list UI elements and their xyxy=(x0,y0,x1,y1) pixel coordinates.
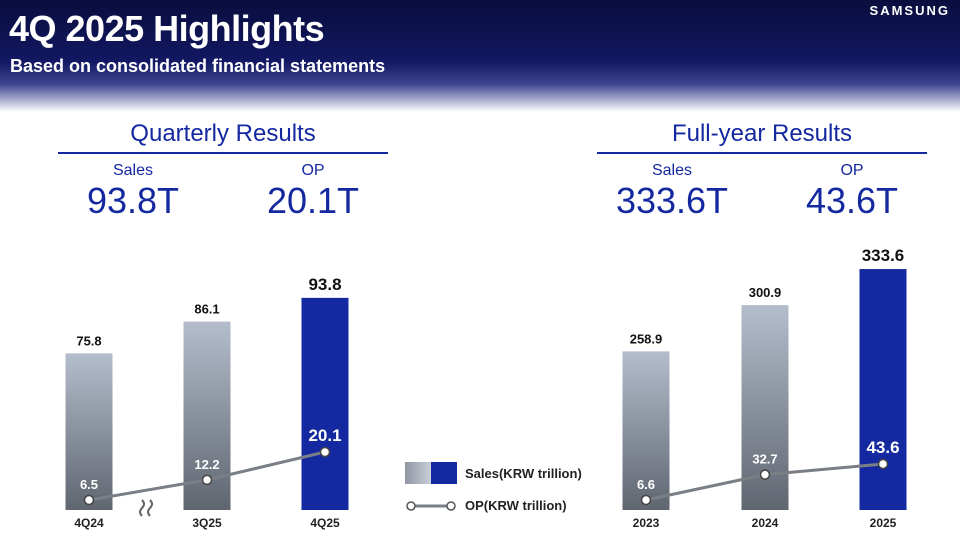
fullyear-sales-label-2025: 333.6 xyxy=(862,246,905,265)
fullyear-sales-bar-2025 xyxy=(859,269,907,510)
header-banner: 4Q 2025 Highlights Based on consolidated… xyxy=(0,0,960,112)
quarterly-op-point-3Q25 xyxy=(201,474,213,486)
legend-sales-gray-swatch xyxy=(405,462,431,484)
fullyear-op-point-2023 xyxy=(640,494,652,506)
legend-sales-label: Sales(KRW trillion) xyxy=(465,465,582,481)
legend-op-label: OP(KRW trillion) xyxy=(465,498,567,513)
fullyear-op-label-2023: 6.6 xyxy=(637,477,655,492)
fullyear-x-tick-2025: 2025 xyxy=(870,516,897,530)
quarterly-sales-label-4Q25: 93.8 xyxy=(308,275,341,294)
fullyear-sales-bar-2023 xyxy=(622,351,670,510)
fullyear-op-value: 43.6T xyxy=(805,180,899,221)
quarterly-title: Quarterly Results xyxy=(58,120,388,154)
fullyear-sales-label-2024: 300.9 xyxy=(749,285,782,300)
quarterly-op-label-3Q25: 12.2 xyxy=(194,457,219,472)
quarterly-op-line-segment-2 xyxy=(206,450,326,482)
fullyear-op-label-2025: 43.6 xyxy=(866,438,899,457)
fullyear-op-label: OP xyxy=(840,162,864,179)
quarterly-op-label: OP xyxy=(301,162,325,179)
quarterly-sales-bar-4Q24 xyxy=(65,353,113,510)
legend-op-line-icon xyxy=(406,500,456,511)
quarterly-x-tick-4Q24: 4Q24 xyxy=(74,516,104,530)
fullyear-panel: Full-year Results Sales 333.6T OP 43.6T xyxy=(597,120,927,244)
fullyear-x-tick-2023: 2023 xyxy=(633,516,660,530)
quarterly-sales-bar-4Q25 xyxy=(301,297,349,510)
fullyear-op-line-segment-2 xyxy=(764,462,884,477)
fullyear-op-point-2024 xyxy=(759,469,771,480)
quarterly-panel: Quarterly Results Sales 93.8T OP 20.1T xyxy=(58,120,388,244)
quarterly-x-tick-4Q25: 4Q25 xyxy=(310,516,340,530)
fullyear-sales-value: 333.6T xyxy=(615,180,729,221)
page-title: 4Q 2025 Highlights xyxy=(9,8,325,49)
fullyear-title: Full-year Results xyxy=(597,120,927,154)
fullyear-sales-kpi: Sales 333.6T xyxy=(597,162,747,222)
quarterly-sales-label-4Q24: 75.8 xyxy=(76,333,101,348)
fullyear-op-label-2024: 32.7 xyxy=(752,452,777,467)
quarterly-op-point-4Q25 xyxy=(319,446,331,458)
fullyear-sales-label-2023: 258.9 xyxy=(630,331,663,346)
quarterly-axis-break-icon xyxy=(139,499,153,517)
quarterly-op-kpi: OP 20.1T xyxy=(238,162,388,222)
legend-op: OP(KRW trillion) xyxy=(405,498,567,513)
fullyear-op-point-2025 xyxy=(877,458,889,470)
fullyear-sales-label: Sales xyxy=(651,162,693,179)
quarterly-op-label-4Q25: 20.1 xyxy=(308,426,341,445)
page-subtitle: Based on consolidated financial statemen… xyxy=(10,56,386,76)
quarterly-x-tick-3Q25: 3Q25 xyxy=(192,516,222,530)
quarterly-sales-kpi: Sales 93.8T xyxy=(58,162,208,222)
fullyear-op-line-segment-1 xyxy=(645,473,766,502)
legend-sales-blue-swatch xyxy=(431,462,457,484)
brand-logo: SAMSUNG xyxy=(869,3,950,18)
quarterly-op-line-segment-1 xyxy=(88,478,208,502)
quarterly-sales-value: 93.8T xyxy=(86,180,180,221)
quarterly-op-point-4Q24 xyxy=(83,494,95,506)
fullyear-x-tick-2024: 2024 xyxy=(752,516,779,530)
fullyear-op-kpi: OP 43.6T xyxy=(777,162,927,222)
legend-sales: Sales(KRW trillion) xyxy=(405,462,582,484)
quarterly-sales-label-3Q25: 86.1 xyxy=(194,302,219,317)
quarterly-op-value: 20.1T xyxy=(266,180,360,221)
quarterly-op-label-4Q24: 6.5 xyxy=(80,477,98,492)
quarterly-sales-label: Sales xyxy=(112,162,154,179)
